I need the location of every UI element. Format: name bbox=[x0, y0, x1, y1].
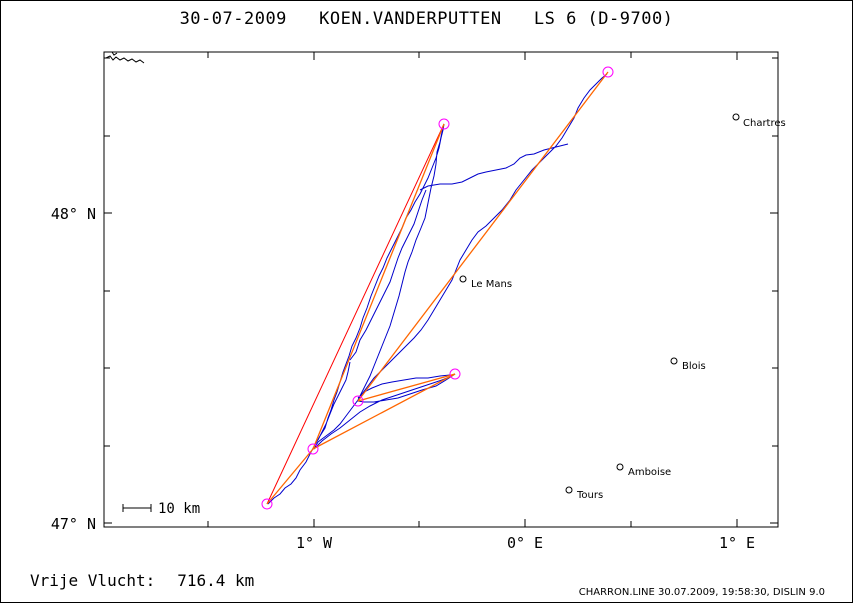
city-marker-icon bbox=[616, 463, 624, 471]
chart-title: 30-07-2009 KOEN.VANDERPUTTEN LS 6 (D-970… bbox=[0, 9, 853, 29]
city-blois: Blois bbox=[670, 357, 706, 372]
task-lines bbox=[266, 71, 609, 505]
distance-value: 716.4 km bbox=[177, 571, 255, 590]
turnpoint-icon bbox=[602, 66, 614, 78]
flight-track bbox=[267, 73, 608, 505]
city-amboise: Amboise bbox=[616, 463, 671, 478]
task-leg bbox=[266, 448, 314, 505]
turnpoint-icon bbox=[352, 395, 364, 407]
lon-label-1w: 1° W bbox=[296, 534, 333, 552]
city-le-mans: Le Mans bbox=[459, 275, 512, 290]
outer-leg bbox=[266, 123, 445, 505]
scale-bar: 10 km bbox=[122, 501, 200, 517]
task-leg bbox=[312, 123, 445, 450]
task-leg bbox=[312, 373, 456, 450]
glider-name: LS 6 (D-9700) bbox=[533, 9, 674, 29]
pilot-name: KOEN.VANDERPUTTEN bbox=[319, 9, 502, 29]
turnpoint-icon bbox=[438, 118, 450, 130]
task-leg bbox=[357, 373, 456, 402]
lon-label-1e: 1° E bbox=[719, 534, 755, 552]
city-chartres: Chartres bbox=[732, 113, 786, 129]
lat-label-48: 48° N bbox=[51, 205, 96, 223]
left-ticks bbox=[104, 57, 112, 524]
distance-summary: Vrije Vlucht: 716.4 km bbox=[30, 571, 254, 590]
bottom-ticks bbox=[207, 519, 738, 527]
city-label: Le Mans bbox=[471, 279, 512, 290]
city-marker-icon bbox=[670, 357, 678, 365]
lat-label-47: 47° N bbox=[51, 515, 96, 533]
turnpoint-icon bbox=[261, 498, 273, 510]
turnpoints bbox=[261, 66, 614, 510]
city-label: Tours bbox=[576, 490, 603, 501]
coastline bbox=[105, 51, 145, 64]
turnpoint-icon bbox=[307, 443, 319, 455]
lon-label-0e: 0° E bbox=[507, 534, 543, 552]
task-leg bbox=[357, 71, 609, 402]
right-ticks bbox=[770, 57, 778, 524]
top-ticks bbox=[207, 52, 738, 60]
turnpoint-icon bbox=[449, 368, 461, 380]
city-marker-icon bbox=[459, 275, 467, 283]
distance-label: Vrije Vlucht: bbox=[30, 571, 156, 590]
footer-info: CHARRON.LINE 30.07.2009, 19:58:30, DISLI… bbox=[578, 587, 825, 598]
map-border bbox=[103, 51, 779, 528]
city-label: Chartres bbox=[743, 118, 786, 129]
city-marker-icon bbox=[565, 486, 573, 494]
city-tours: Tours bbox=[565, 486, 603, 501]
city-marker-icon bbox=[732, 113, 740, 121]
scale-label: 10 km bbox=[158, 501, 200, 517]
city-label: Amboise bbox=[628, 467, 671, 478]
city-label: Blois bbox=[682, 361, 706, 372]
flight-date: 30-07-2009 bbox=[179, 9, 287, 29]
